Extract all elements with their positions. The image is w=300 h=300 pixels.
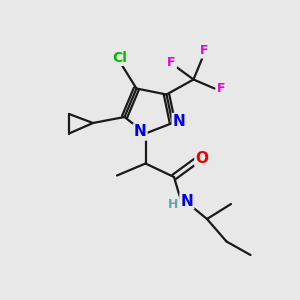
Text: N: N	[181, 194, 193, 208]
Text: O: O	[195, 151, 208, 166]
Text: F: F	[217, 82, 225, 95]
Text: H: H	[168, 197, 178, 211]
Text: F: F	[200, 44, 208, 58]
Text: N: N	[173, 114, 185, 129]
Text: F: F	[167, 56, 176, 69]
Text: Cl: Cl	[112, 51, 128, 65]
Text: N: N	[134, 124, 146, 140]
